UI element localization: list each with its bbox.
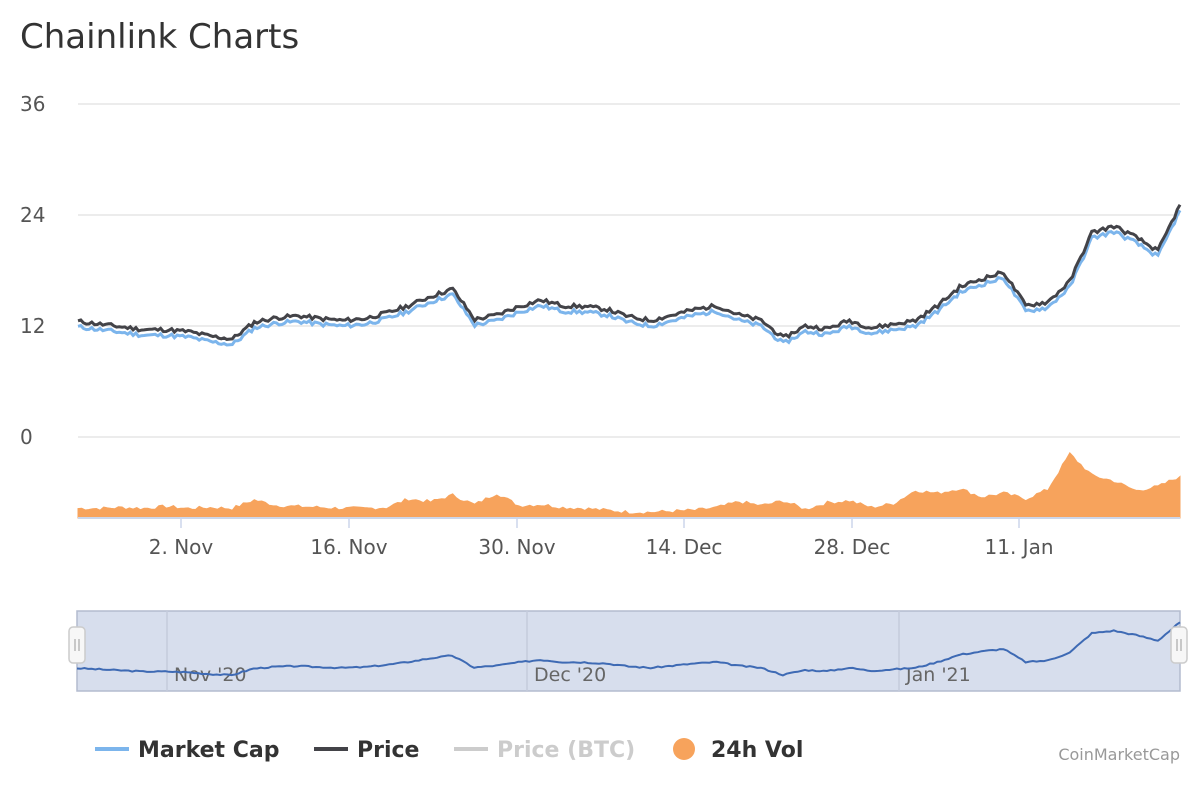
navigator-handle-left[interactable]	[68, 626, 86, 664]
series-line-price	[77, 204, 1182, 341]
chart-title: Chainlink Charts	[20, 17, 299, 57]
navigator[interactable]: Nov '20 Dec '20 Jan '21	[68, 610, 1188, 692]
navigator-series-line	[76, 621, 1181, 677]
legend-label: Price	[357, 738, 419, 763]
legend-item-price[interactable]: Price	[314, 738, 419, 763]
volume-area	[77, 451, 1181, 519]
x-tick-label: 30. Nov	[478, 535, 555, 559]
legend-symbol	[673, 738, 695, 760]
x-tick-label: 14. Dec	[646, 535, 723, 559]
x-tick-label: 28. Dec	[814, 535, 891, 559]
legend-label: 24h Vol	[711, 738, 803, 763]
legend-label: Market Cap	[138, 738, 279, 763]
y-tick-label: 36	[20, 92, 45, 116]
y-tick-label: 12	[20, 314, 45, 338]
grid-lines	[78, 103, 1180, 438]
legend-item-market-cap[interactable]: Market Cap	[95, 738, 279, 763]
legend-item-price-btc[interactable]: Price (BTC)	[454, 738, 635, 763]
legend-label: Price (BTC)	[497, 738, 635, 763]
navigator-label: Dec '20	[534, 664, 606, 686]
price-lines	[77, 204, 1182, 347]
x-tick-label: 2. Nov	[149, 535, 214, 559]
credit-link[interactable]: CoinMarketCap	[1058, 745, 1180, 764]
x-tick-label: 11. Jan	[985, 535, 1054, 559]
legend: Market Cap Price Price (BTC) 24h Vol	[95, 738, 803, 763]
legend-item-24h-vol[interactable]: 24h Vol	[673, 738, 803, 763]
x-tick-label: 16. Nov	[310, 535, 387, 559]
series-line-market-cap	[77, 209, 1182, 347]
series-area-24h-vol	[77, 451, 1181, 519]
navigator-label: Jan '21	[905, 664, 971, 686]
y-tick-label: 0	[20, 425, 33, 449]
y-axis: 36 24 12 0	[20, 92, 45, 449]
x-axis: 2. Nov 16. Nov 30. Nov 14. Dec 28. Dec 11. Ja…	[78, 517, 1180, 559]
y-tick-label: 24	[20, 203, 45, 227]
navigator-handle-right[interactable]	[1170, 626, 1188, 664]
